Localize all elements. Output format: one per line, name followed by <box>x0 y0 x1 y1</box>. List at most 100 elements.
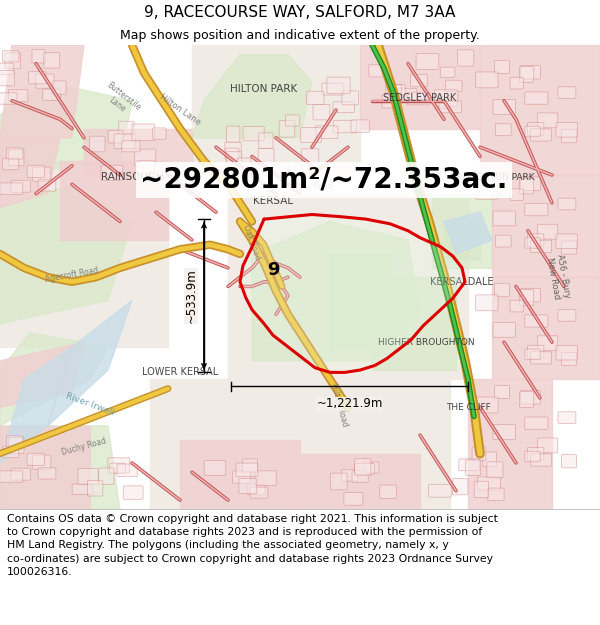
Text: Map shows position and indicative extent of the property.: Map shows position and indicative extent… <box>120 29 480 42</box>
FancyBboxPatch shape <box>239 479 257 494</box>
FancyBboxPatch shape <box>316 126 338 139</box>
Polygon shape <box>0 426 120 509</box>
FancyBboxPatch shape <box>5 53 20 69</box>
FancyBboxPatch shape <box>301 127 322 142</box>
FancyBboxPatch shape <box>88 481 103 496</box>
FancyBboxPatch shape <box>286 115 299 126</box>
Text: ~1,221.9m: ~1,221.9m <box>316 398 383 411</box>
Polygon shape <box>0 45 84 138</box>
Polygon shape <box>432 194 492 268</box>
FancyBboxPatch shape <box>494 61 509 74</box>
FancyBboxPatch shape <box>2 51 19 62</box>
FancyBboxPatch shape <box>0 71 14 86</box>
FancyBboxPatch shape <box>525 92 548 104</box>
FancyBboxPatch shape <box>123 486 143 499</box>
FancyBboxPatch shape <box>525 315 548 327</box>
FancyBboxPatch shape <box>494 283 509 296</box>
FancyBboxPatch shape <box>458 50 474 66</box>
FancyBboxPatch shape <box>446 80 462 91</box>
Polygon shape <box>0 342 84 408</box>
FancyBboxPatch shape <box>558 87 576 98</box>
FancyBboxPatch shape <box>355 463 374 474</box>
FancyBboxPatch shape <box>439 101 461 112</box>
Text: HILTON PARK: HILTON PARK <box>230 84 298 94</box>
FancyBboxPatch shape <box>380 485 397 499</box>
FancyBboxPatch shape <box>521 391 541 404</box>
FancyBboxPatch shape <box>520 178 533 194</box>
FancyBboxPatch shape <box>440 67 455 78</box>
FancyBboxPatch shape <box>493 211 515 226</box>
FancyBboxPatch shape <box>538 113 558 128</box>
FancyBboxPatch shape <box>258 149 274 165</box>
FancyBboxPatch shape <box>416 54 439 69</box>
FancyBboxPatch shape <box>521 177 541 191</box>
Text: Hilton Road: Hilton Road <box>329 382 349 428</box>
FancyBboxPatch shape <box>8 149 24 166</box>
Polygon shape <box>372 277 456 370</box>
FancyBboxPatch shape <box>344 492 363 505</box>
FancyBboxPatch shape <box>99 468 114 484</box>
Text: Oak Road: Oak Road <box>241 224 263 261</box>
FancyBboxPatch shape <box>562 241 577 254</box>
Polygon shape <box>192 45 360 175</box>
FancyBboxPatch shape <box>478 477 500 490</box>
FancyBboxPatch shape <box>474 481 488 498</box>
Text: 9: 9 <box>267 261 279 279</box>
FancyBboxPatch shape <box>250 487 268 498</box>
FancyBboxPatch shape <box>351 120 370 132</box>
Text: Contains OS data © Crown copyright and database right 2021. This information is : Contains OS data © Crown copyright and d… <box>7 514 498 577</box>
FancyBboxPatch shape <box>530 454 551 466</box>
Text: RAINSOUGH: RAINSOUGH <box>101 173 163 182</box>
FancyBboxPatch shape <box>538 224 558 239</box>
FancyBboxPatch shape <box>134 149 156 166</box>
FancyBboxPatch shape <box>233 471 250 483</box>
FancyBboxPatch shape <box>527 448 544 460</box>
FancyBboxPatch shape <box>331 473 347 490</box>
FancyBboxPatch shape <box>520 67 533 82</box>
FancyBboxPatch shape <box>11 468 31 480</box>
FancyBboxPatch shape <box>428 484 452 498</box>
Text: A56 - Bury
New Road: A56 - Bury New Road <box>545 254 571 301</box>
FancyBboxPatch shape <box>122 141 140 152</box>
FancyBboxPatch shape <box>137 161 155 174</box>
FancyBboxPatch shape <box>44 52 59 68</box>
FancyBboxPatch shape <box>398 88 416 101</box>
FancyBboxPatch shape <box>313 104 330 120</box>
Text: ~533.9m: ~533.9m <box>184 268 197 323</box>
FancyBboxPatch shape <box>530 129 551 141</box>
Text: SEDGLEY PARK: SEDGLEY PARK <box>383 93 457 103</box>
FancyBboxPatch shape <box>538 438 558 452</box>
Polygon shape <box>60 161 168 240</box>
FancyBboxPatch shape <box>510 300 523 312</box>
FancyBboxPatch shape <box>0 471 23 482</box>
FancyBboxPatch shape <box>242 459 257 472</box>
FancyBboxPatch shape <box>32 167 51 181</box>
FancyBboxPatch shape <box>117 464 137 476</box>
Polygon shape <box>84 129 192 175</box>
Polygon shape <box>0 333 108 426</box>
FancyBboxPatch shape <box>488 488 504 501</box>
FancyBboxPatch shape <box>333 102 355 112</box>
FancyBboxPatch shape <box>476 295 498 311</box>
FancyBboxPatch shape <box>558 412 576 424</box>
Text: Duchy Road: Duchy Road <box>61 436 107 457</box>
Polygon shape <box>192 54 312 138</box>
FancyBboxPatch shape <box>2 158 19 170</box>
FancyBboxPatch shape <box>410 74 427 87</box>
FancyBboxPatch shape <box>562 454 577 468</box>
FancyBboxPatch shape <box>226 148 239 160</box>
FancyBboxPatch shape <box>459 459 479 471</box>
FancyBboxPatch shape <box>7 436 23 447</box>
FancyBboxPatch shape <box>434 90 458 106</box>
FancyBboxPatch shape <box>496 124 511 136</box>
FancyBboxPatch shape <box>530 352 551 364</box>
Polygon shape <box>0 82 132 175</box>
FancyBboxPatch shape <box>525 238 540 248</box>
FancyBboxPatch shape <box>527 122 544 135</box>
FancyBboxPatch shape <box>89 136 105 152</box>
FancyBboxPatch shape <box>265 163 288 176</box>
FancyBboxPatch shape <box>476 72 498 88</box>
Polygon shape <box>240 214 465 372</box>
FancyBboxPatch shape <box>472 447 486 460</box>
FancyBboxPatch shape <box>521 66 541 79</box>
